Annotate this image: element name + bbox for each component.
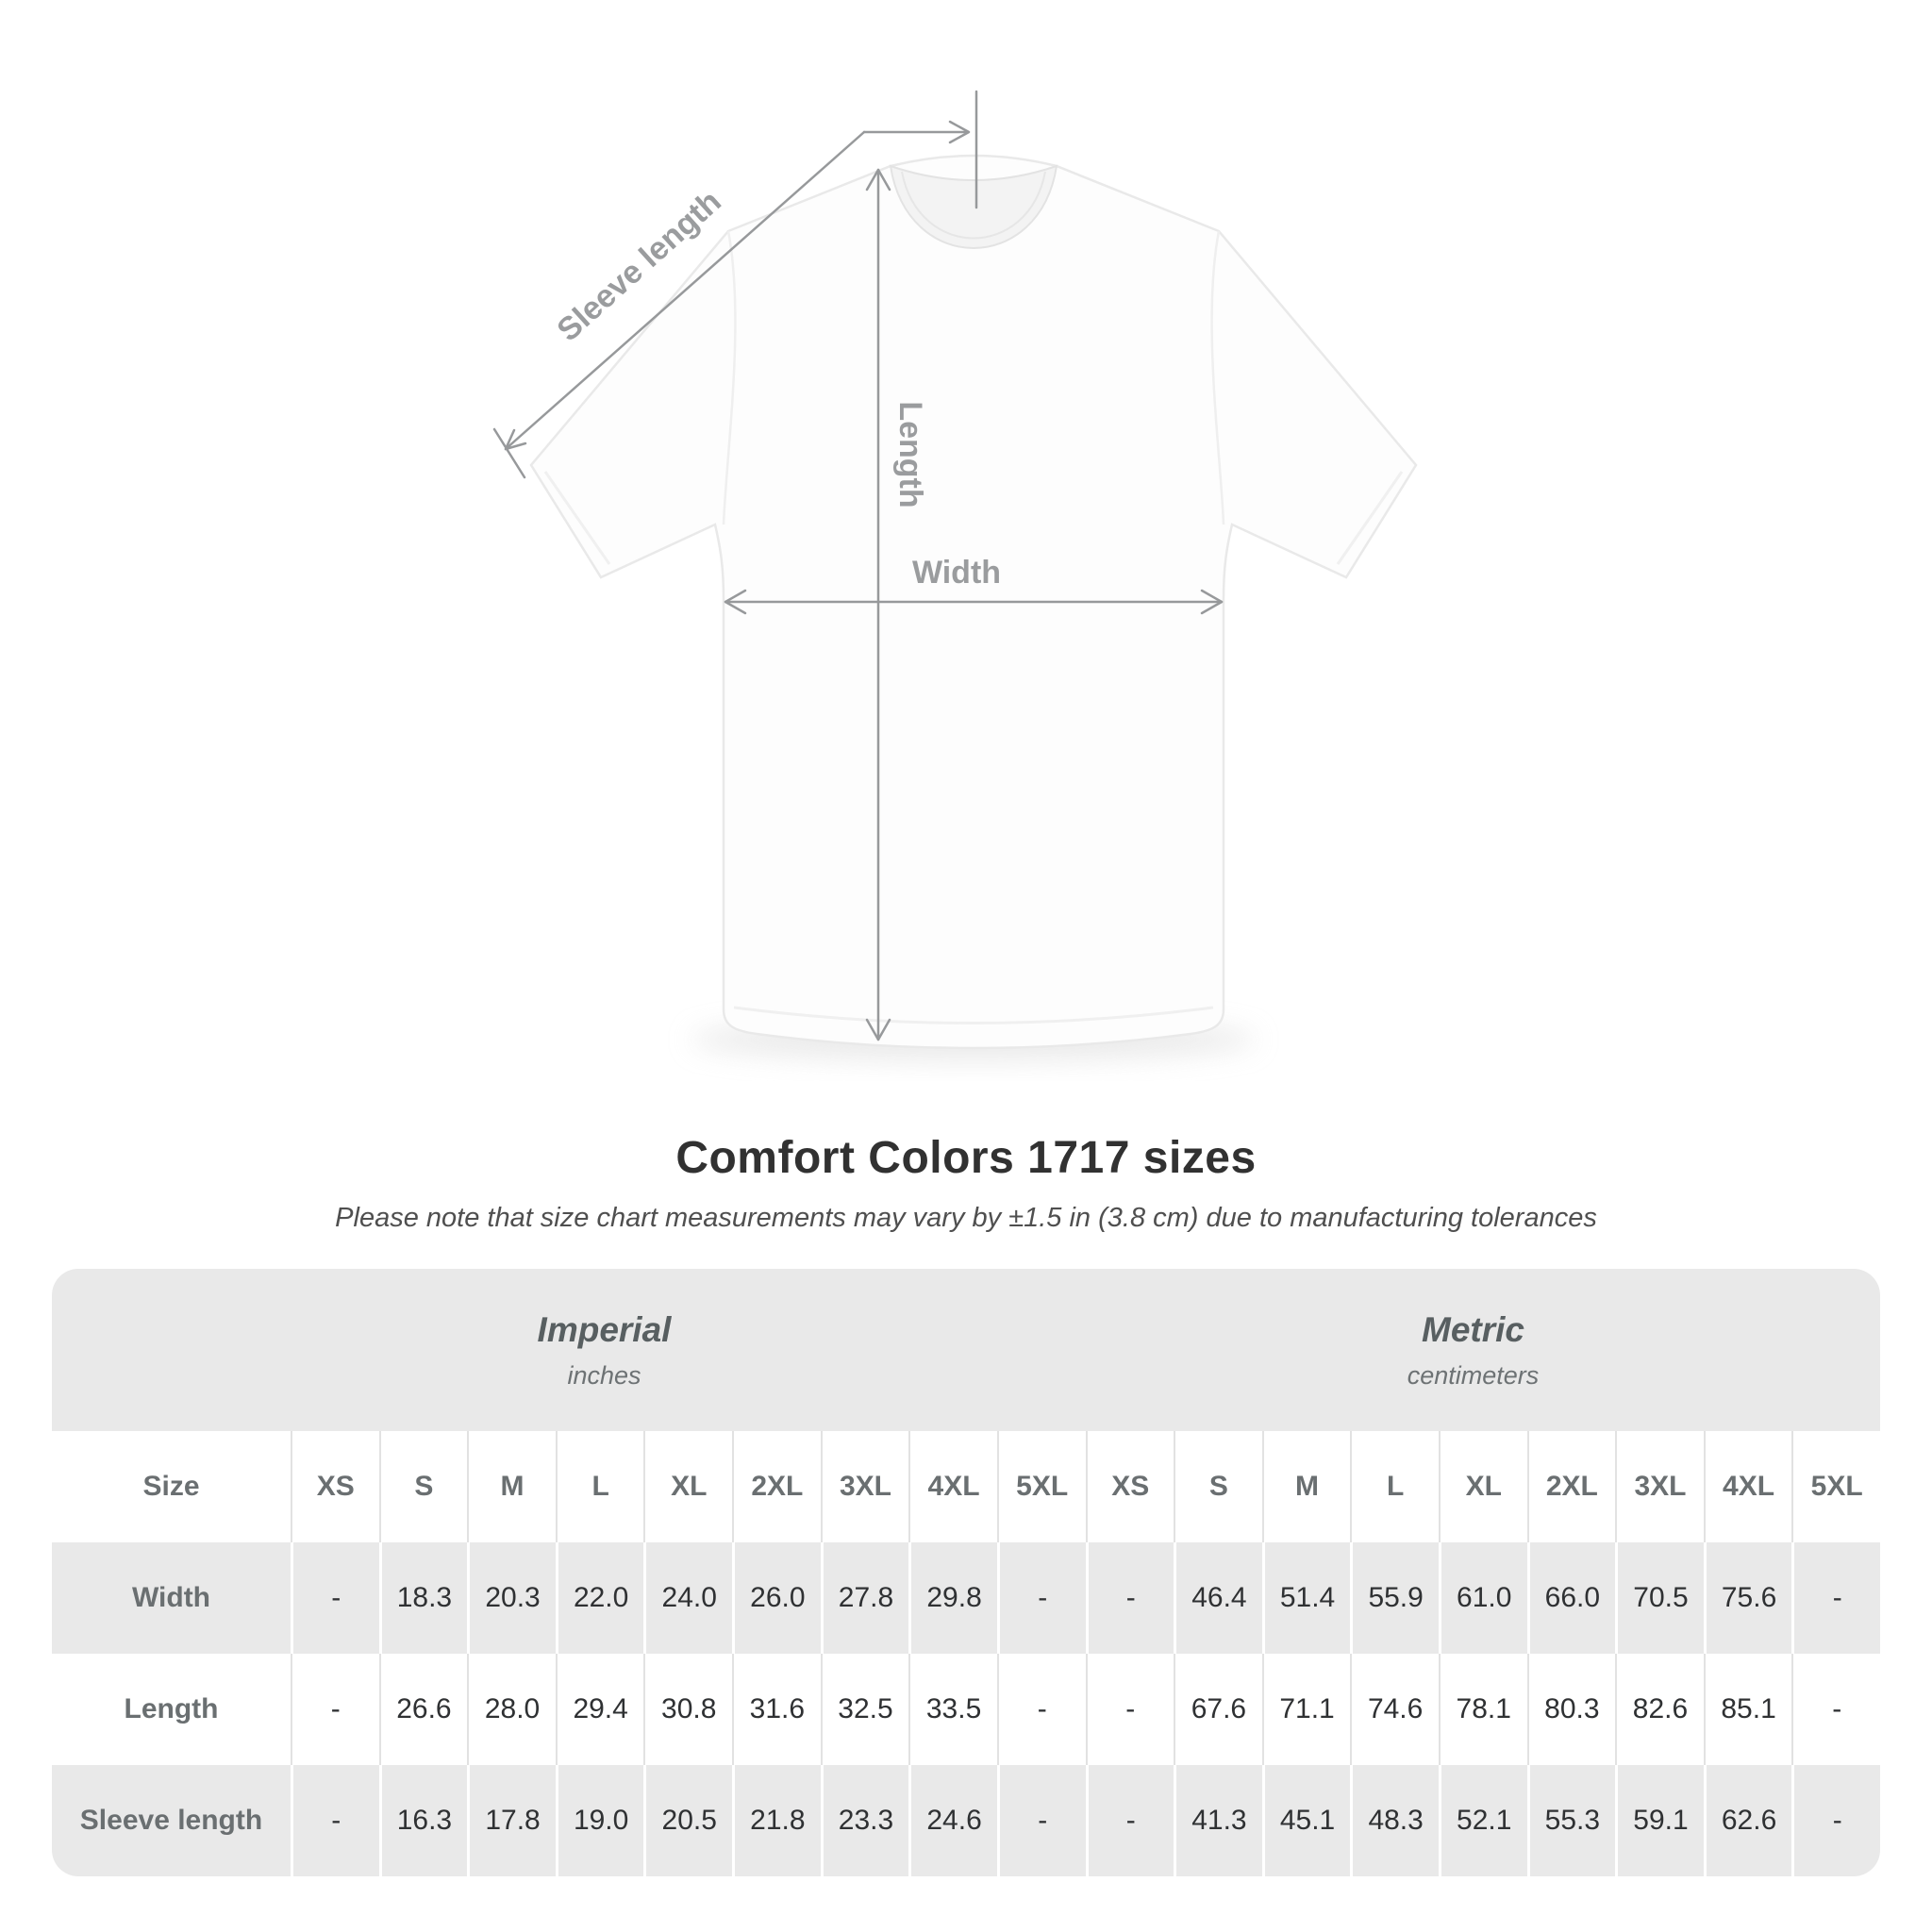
size-col-header-imperial-3xl: 3XL [820, 1431, 909, 1542]
section-header-metric: Metric centimeters [1085, 1269, 1880, 1431]
width-label: Width [912, 555, 1001, 591]
size-col-header-imperial-4xl: 4XL [908, 1431, 997, 1542]
value-cell: 33.5 [908, 1654, 997, 1765]
size-col-header-imperial-s: S [378, 1431, 468, 1542]
value-cell: 29.4 [555, 1654, 644, 1765]
value-cell: 28.0 [467, 1654, 556, 1765]
value-cell: - [996, 1542, 1086, 1654]
value-cell: 70.5 [1615, 1542, 1704, 1654]
value-cell: 59.1 [1615, 1765, 1704, 1876]
value-cell: 17.8 [467, 1765, 556, 1876]
value-cell: 24.0 [643, 1542, 732, 1654]
measurement-row-length: Length - 26.6 28.0 29.4 30.8 31.6 32.5 3… [52, 1654, 1880, 1765]
section-unit: inches [567, 1360, 641, 1390]
value-cell: 22.0 [555, 1542, 644, 1654]
length-arrow [865, 168, 891, 1041]
value-cell: - [1791, 1654, 1880, 1765]
size-col-header-metric-m: M [1261, 1431, 1351, 1542]
value-cell: 32.5 [820, 1654, 909, 1765]
width-arrow [724, 589, 1224, 615]
size-col-header-metric-5xl: 5XL [1791, 1431, 1880, 1542]
value-cell: - [1085, 1654, 1174, 1765]
measurement-row-sleeve-length: Sleeve length - 16.3 17.8 19.0 20.5 21.8… [52, 1765, 1880, 1876]
tshirt-measurement-diagram: Sleeve length Length Width [492, 90, 1418, 1060]
value-cell: - [1791, 1542, 1880, 1654]
value-cell: 23.3 [820, 1765, 909, 1876]
value-cell: - [291, 1542, 379, 1654]
value-cell: - [1085, 1542, 1174, 1654]
size-table: Imperial inches Metric centimeters Size … [52, 1269, 1880, 1876]
size-col-header-metric-3xl: 3XL [1615, 1431, 1704, 1542]
size-col-header-imperial-xs: XS [291, 1431, 379, 1542]
value-cell: 52.1 [1438, 1765, 1527, 1876]
value-cell: 45.1 [1261, 1765, 1351, 1876]
value-cell: 55.9 [1350, 1542, 1439, 1654]
size-col-header-metric-l: L [1350, 1431, 1439, 1542]
value-cell: - [291, 1765, 379, 1876]
value-cell: 67.6 [1174, 1654, 1262, 1765]
value-cell: 27.8 [820, 1542, 909, 1654]
size-col-header-metric-xs: XS [1085, 1431, 1174, 1542]
value-cell: 20.3 [467, 1542, 556, 1654]
size-col-header-metric-xl: XL [1438, 1431, 1527, 1542]
sleeve-length-arrow [492, 90, 978, 479]
size-col-header-imperial-xl: XL [643, 1431, 732, 1542]
size-col-header-imperial-2xl: 2XL [732, 1431, 821, 1542]
section-unit: centimeters [1407, 1360, 1540, 1390]
section-name: Imperial [537, 1309, 672, 1349]
value-cell: 16.3 [378, 1765, 468, 1876]
size-col-header-metric-2xl: 2XL [1526, 1431, 1616, 1542]
chart-note: Please note that size chart measurements… [335, 1203, 1597, 1233]
value-cell: 82.6 [1615, 1654, 1704, 1765]
collar [889, 164, 1058, 249]
value-cell: 21.8 [732, 1765, 821, 1876]
value-cell: 71.1 [1261, 1654, 1351, 1765]
size-col-header-metric-s: S [1174, 1431, 1262, 1542]
value-cell: - [1791, 1765, 1880, 1876]
value-cell: 75.6 [1703, 1542, 1792, 1654]
value-cell: 46.4 [1174, 1542, 1262, 1654]
section-name: Metric [1422, 1309, 1524, 1349]
length-label: Length [892, 401, 928, 508]
value-cell: 26.6 [378, 1654, 468, 1765]
size-col-header-imperial-l: L [555, 1431, 644, 1542]
value-cell: 48.3 [1350, 1765, 1439, 1876]
value-cell: 18.3 [378, 1542, 468, 1654]
value-cell: - [291, 1654, 379, 1765]
value-cell: 80.3 [1526, 1654, 1616, 1765]
section-header-imperial: Imperial inches [52, 1269, 1085, 1431]
value-cell: 30.8 [643, 1654, 732, 1765]
measurement-row-width: Width - 18.3 20.3 22.0 24.0 26.0 27.8 29… [52, 1542, 1880, 1654]
row-label: Width [131, 1582, 211, 1613]
size-col-header-imperial-5xl: 5XL [996, 1431, 1086, 1542]
size-col-header-imperial-m: M [467, 1431, 556, 1542]
value-cell: 20.5 [643, 1765, 732, 1876]
value-cell: 24.6 [908, 1765, 997, 1876]
unit-section-header: Imperial inches Metric centimeters [52, 1269, 1880, 1431]
row-label: Length [124, 1693, 219, 1724]
value-cell: 29.8 [908, 1542, 997, 1654]
value-cell: 78.1 [1438, 1654, 1527, 1765]
value-cell: 62.6 [1703, 1765, 1792, 1876]
value-cell: - [996, 1765, 1086, 1876]
size-col-header-metric-4xl: 4XL [1703, 1431, 1792, 1542]
size-header-row: Size XS S M L XL 2XL 3XL 4XL 5XL XS S M … [52, 1431, 1880, 1542]
value-cell: - [996, 1654, 1086, 1765]
value-cell: 74.6 [1350, 1654, 1439, 1765]
value-cell: - [1085, 1765, 1174, 1876]
chart-title: Comfort Colors 1717 sizes [675, 1133, 1257, 1183]
value-cell: 26.0 [732, 1542, 821, 1654]
value-cell: 41.3 [1174, 1765, 1262, 1876]
value-cell: 85.1 [1703, 1654, 1792, 1765]
value-cell: 61.0 [1438, 1542, 1527, 1654]
value-cell: 19.0 [555, 1765, 644, 1876]
value-cell: 55.3 [1526, 1765, 1616, 1876]
size-corner-header: Size [142, 1471, 200, 1502]
value-cell: 66.0 [1526, 1542, 1616, 1654]
row-label: Sleeve length [79, 1805, 263, 1836]
value-cell: 51.4 [1261, 1542, 1351, 1654]
value-cell: 31.6 [732, 1654, 821, 1765]
